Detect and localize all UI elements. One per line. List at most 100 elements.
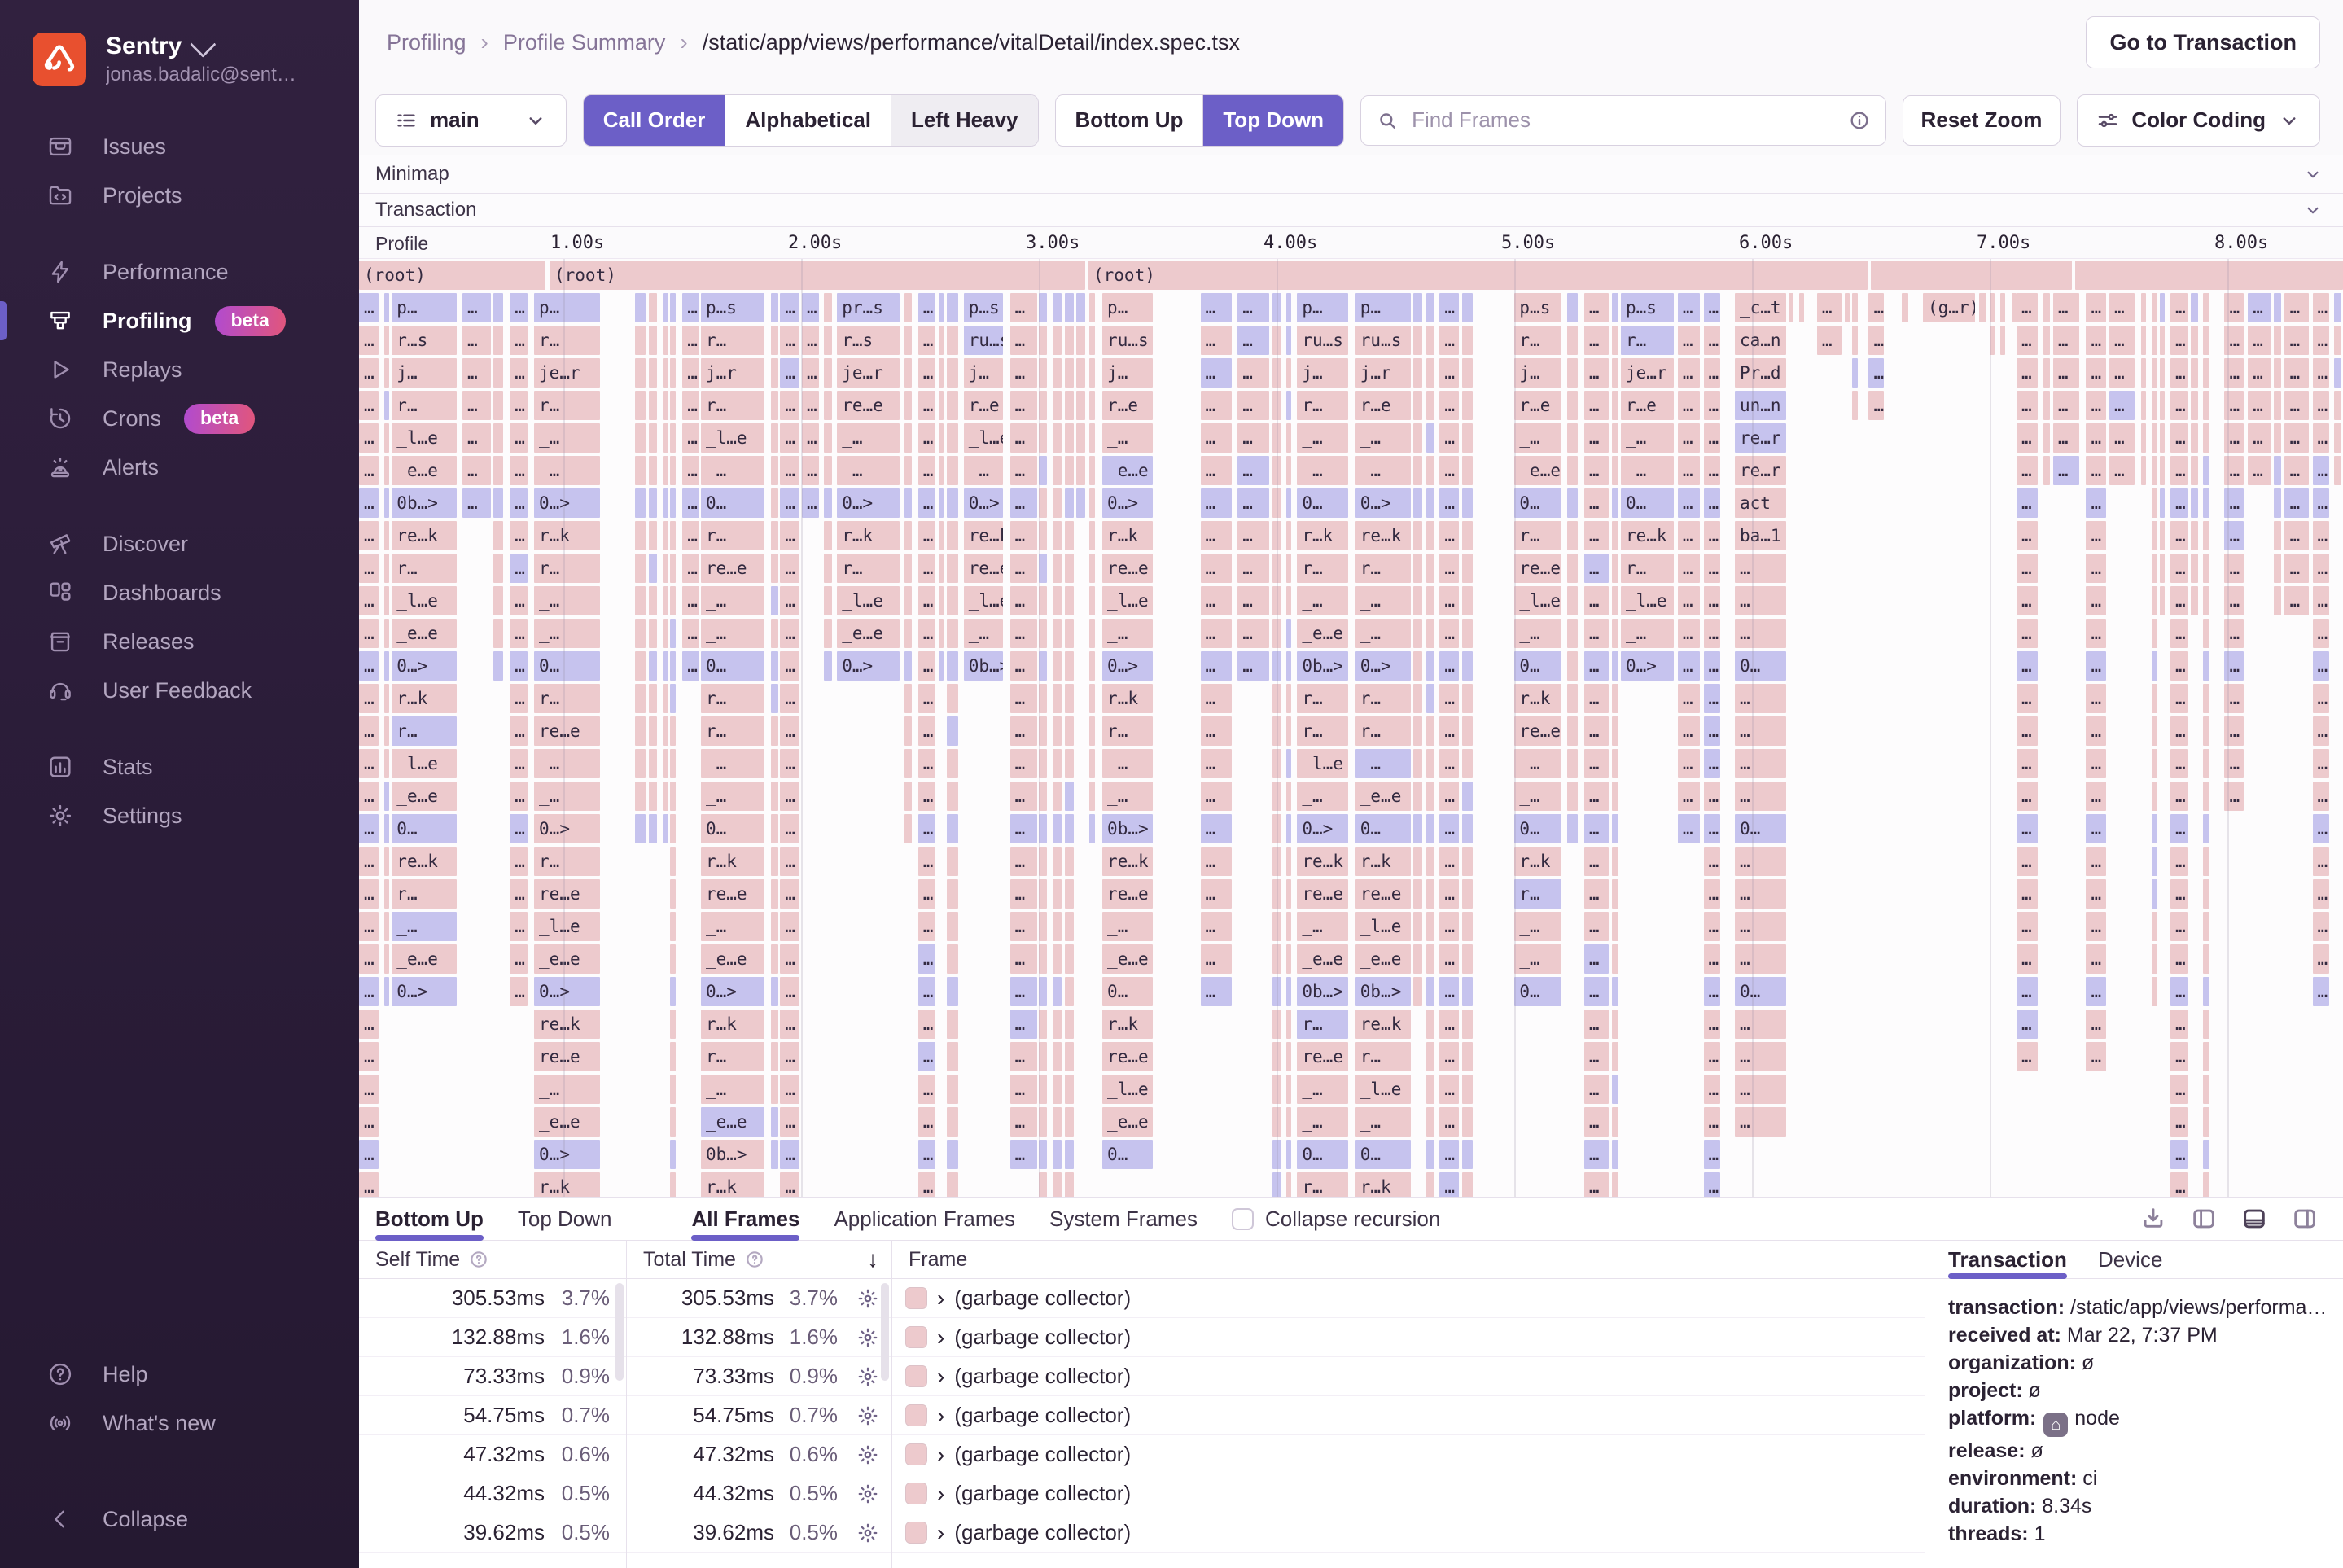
flame-frame[interactable] (1286, 684, 1291, 713)
flame-frame[interactable]: r… (1297, 684, 1348, 713)
flame-frame[interactable] (1567, 716, 1578, 746)
flame-frame[interactable] (1065, 521, 1074, 550)
flame-frame[interactable]: … (1704, 814, 1721, 843)
self-time-row[interactable]: 44.32ms0.5% (359, 1474, 626, 1513)
flame-frame[interactable]: re…k (1102, 847, 1153, 876)
flame-frame[interactable]: … (1735, 1075, 1786, 1104)
flame-frame[interactable] (2141, 456, 2146, 485)
flame-frame[interactable] (2191, 521, 2198, 550)
flame-frame[interactable] (1053, 1042, 1061, 1071)
flame-frame[interactable] (1462, 619, 1473, 648)
flame-frame[interactable]: … (1439, 1075, 1459, 1104)
flame-frame[interactable] (904, 326, 912, 355)
flame-frame[interactable] (1053, 651, 1061, 681)
flame-frame[interactable] (1413, 488, 1422, 518)
flame-frame[interactable]: _… (1102, 749, 1153, 778)
flame-frame[interactable]: _l…e (1514, 586, 1561, 615)
flame-frame[interactable]: re…k (534, 1010, 600, 1039)
flame-frame[interactable]: re…k (964, 521, 1004, 550)
flame-frame[interactable] (670, 586, 676, 615)
flame-frame[interactable] (384, 358, 389, 388)
flame-frame[interactable] (1286, 1140, 1291, 1169)
flame-frame[interactable]: … (1704, 586, 1721, 615)
flame-frame[interactable]: … (1201, 847, 1232, 876)
flame-frame[interactable]: … (918, 651, 935, 681)
flame-frame[interactable]: 0… (1621, 488, 1674, 518)
flame-frame[interactable]: … (359, 651, 379, 681)
flame-frame[interactable]: r… (1355, 554, 1412, 583)
flame-frame[interactable] (2274, 358, 2281, 388)
flame-frame[interactable]: _… (1514, 912, 1561, 941)
total-time-row[interactable]: 54.75ms0.7% (627, 1396, 891, 1435)
flame-frame[interactable]: … (510, 847, 528, 876)
flame-frame[interactable]: … (1439, 749, 1459, 778)
flame-frame[interactable] (2160, 488, 2165, 518)
flame-frame[interactable]: … (2284, 293, 2308, 322)
flame-frame[interactable] (939, 358, 944, 388)
sidebar-item-user-feedback[interactable]: User Feedback (0, 666, 359, 715)
flame-frame[interactable]: … (1010, 456, 1038, 485)
flame-frame[interactable] (493, 456, 503, 485)
flame-frame[interactable]: re…e (1514, 716, 1561, 746)
flame-frame[interactable] (1462, 651, 1473, 681)
flame-frame[interactable] (904, 456, 912, 485)
flame-frame[interactable] (1089, 749, 1095, 778)
flame-frame[interactable]: … (1439, 326, 1459, 355)
flame-frame[interactable]: … (682, 521, 699, 550)
flame-frame[interactable] (663, 358, 668, 388)
scrollbar[interactable] (881, 1283, 889, 1381)
flame-frame[interactable] (670, 358, 676, 388)
flame-frame[interactable]: … (359, 456, 379, 485)
flame-frame[interactable]: … (918, 749, 935, 778)
flame-frame[interactable]: … (1010, 326, 1038, 355)
flame-frame[interactable]: … (1201, 912, 1232, 941)
frame-row[interactable]: ›(garbage collector) (892, 1474, 1925, 1513)
flame-frame[interactable] (1426, 1010, 1434, 1039)
flame-frame[interactable] (649, 391, 657, 420)
flame-frame[interactable]: … (1704, 782, 1721, 811)
flame-frame[interactable]: … (1201, 977, 1232, 1006)
flame-frame[interactable] (824, 651, 832, 681)
sidebar-item-what-s-new[interactable]: What's new (0, 1399, 359, 1448)
flame-frame[interactable]: r… (1297, 1172, 1348, 1197)
flame-frame[interactable] (947, 521, 957, 550)
flame-frame[interactable] (1612, 293, 1618, 322)
flame-frame[interactable] (1065, 782, 1074, 811)
self-time-row[interactable]: 54.75ms0.7% (359, 1396, 626, 1435)
flame-frame[interactable] (1065, 619, 1074, 648)
flame-frame[interactable] (649, 619, 657, 648)
flame-frame[interactable]: … (2284, 326, 2308, 355)
flame-frame[interactable]: _l…e (964, 423, 1004, 453)
flame-frame[interactable] (947, 488, 957, 518)
flame-frame[interactable]: … (918, 326, 935, 355)
flame-frame[interactable]: … (1584, 749, 1609, 778)
flame-frame[interactable] (493, 521, 503, 550)
flame-frame[interactable] (2152, 326, 2157, 355)
flame-frame[interactable] (384, 782, 389, 811)
flame-frame[interactable] (384, 716, 389, 746)
frame-settings-gear-icon[interactable] (844, 1482, 891, 1506)
frame-header[interactable]: Frame (892, 1241, 1925, 1279)
flame-frame[interactable]: … (2109, 293, 2135, 322)
flame-frame[interactable] (635, 619, 646, 648)
flame-frame[interactable]: … (1704, 651, 1721, 681)
flame-frame[interactable] (1426, 716, 1434, 746)
flame-frame[interactable] (2334, 456, 2341, 485)
flame-frame[interactable] (1612, 814, 1618, 843)
flame-frame[interactable]: r… (701, 326, 764, 355)
flame-frame[interactable] (2160, 456, 2165, 485)
flame-frame[interactable]: j… (1102, 358, 1153, 388)
flame-frame[interactable]: … (918, 554, 935, 583)
flame-frame[interactable]: r… (701, 716, 764, 746)
flame-frame[interactable]: … (1237, 586, 1269, 615)
flame-frame[interactable] (1286, 651, 1291, 681)
flame-frame[interactable] (2334, 326, 2341, 355)
sort-alphabetical[interactable]: Alphabetical (725, 95, 891, 146)
flame-frame[interactable]: 0… (1355, 814, 1412, 843)
flame-frame[interactable] (635, 684, 646, 713)
flame-frame[interactable]: … (1201, 586, 1232, 615)
flame-frame[interactable]: … (780, 326, 799, 355)
flame-frame[interactable]: j… (1297, 358, 1348, 388)
flame-frame[interactable] (1065, 488, 1074, 518)
flame-frame[interactable] (1852, 293, 1858, 322)
